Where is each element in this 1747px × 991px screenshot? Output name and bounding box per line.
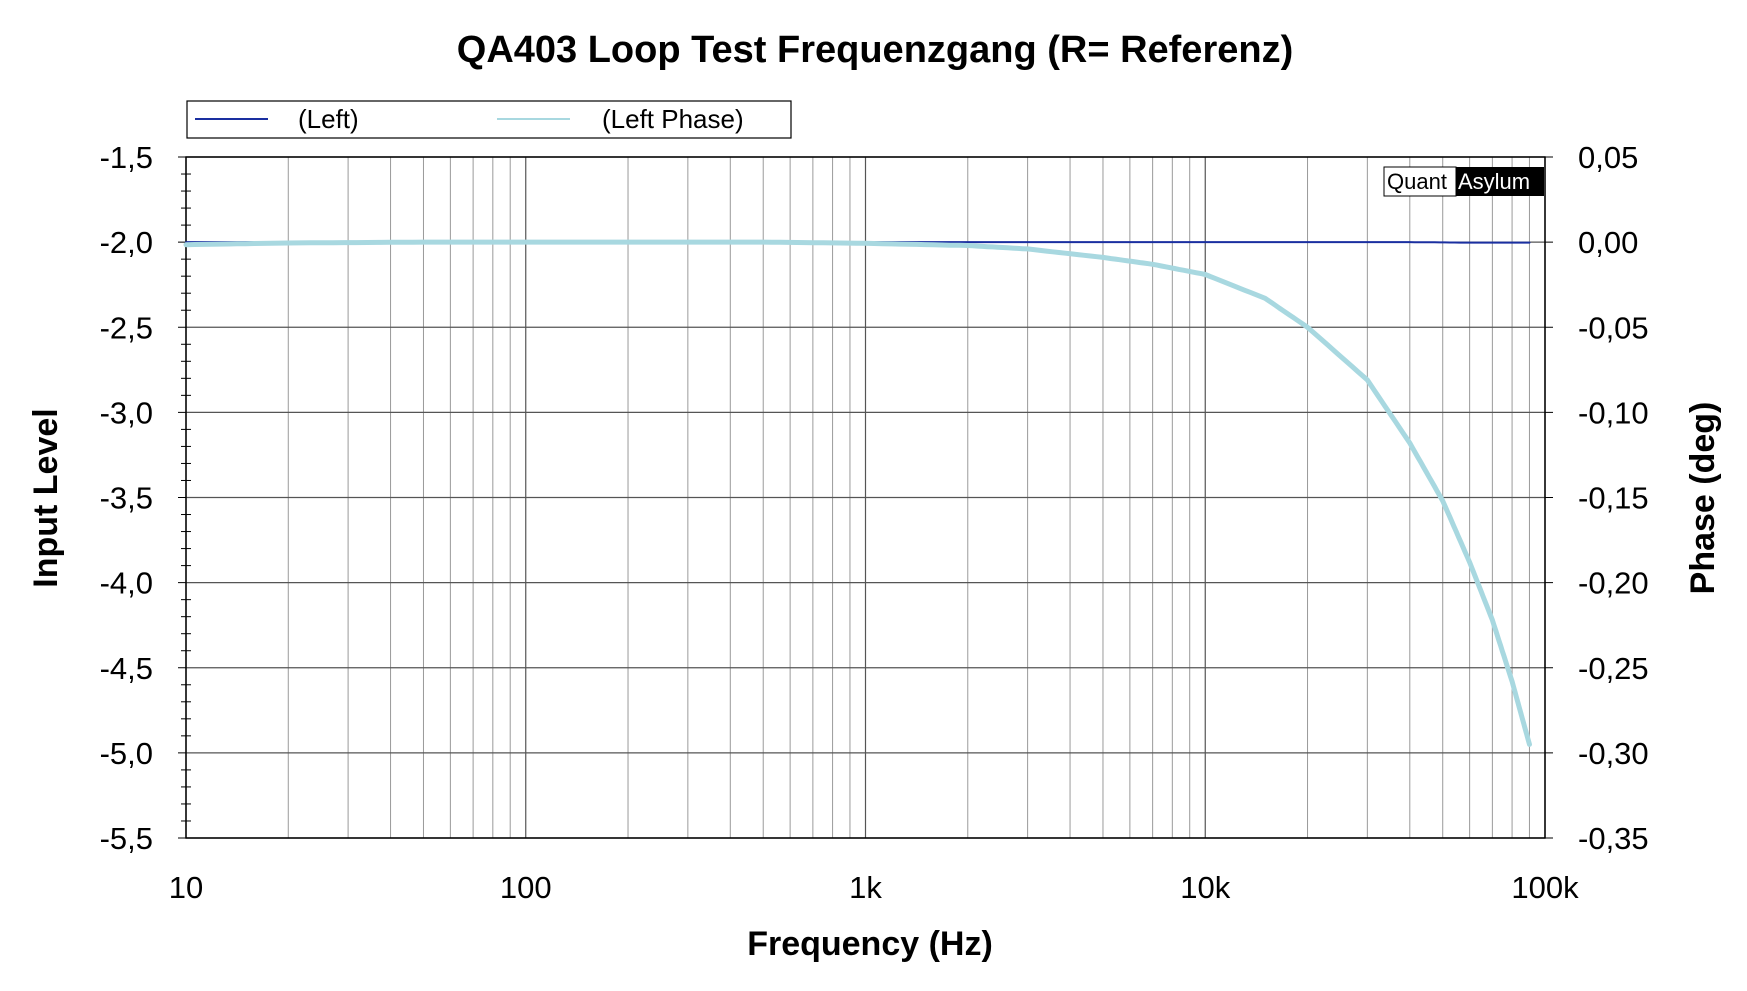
y-tick-label: -5,5 xyxy=(100,821,153,856)
x-tick-label: 100k xyxy=(1511,870,1579,905)
y2-tick-label: -0,20 xyxy=(1578,566,1649,601)
y2-tick-label: -0,10 xyxy=(1578,395,1649,430)
quantasylum-logo: Quant Asylum xyxy=(1383,166,1544,197)
y2-tick-label: 0,05 xyxy=(1578,140,1638,175)
legend-label-left-phase: (Left Phase) xyxy=(602,104,744,134)
x-tick-label: 100 xyxy=(500,870,552,905)
x-tick-label: 10 xyxy=(169,870,203,905)
y2-tick-label: -0,30 xyxy=(1578,736,1649,771)
legend-label-left: (Left) xyxy=(298,104,359,134)
y-tick-label: -5,0 xyxy=(100,736,153,771)
chart-title: QA403 Loop Test Frequenzgang (R= Referen… xyxy=(457,29,1293,71)
logo-left-box xyxy=(1383,166,1457,197)
y2-tick-label: -0,05 xyxy=(1578,310,1649,345)
logo-left-text: Quant xyxy=(1387,169,1447,194)
x-tick-label: 1k xyxy=(849,870,882,905)
series-layer xyxy=(183,239,1532,747)
y2-axis-title: Phase (deg) xyxy=(1684,402,1722,595)
y2-tick-label: -0,15 xyxy=(1578,481,1649,516)
y2-tick-labels: 0,05 0,00 -0,05 -0,10 -0,15 -0,20 -0,25 -0,30 -0… xyxy=(1578,140,1649,856)
y-axis-title: Input Level xyxy=(27,408,65,587)
y2-tick-label: -0,35 xyxy=(1578,821,1649,856)
legend-box xyxy=(186,100,792,139)
plot-frame xyxy=(185,156,1546,839)
x-tick-label: 10k xyxy=(1180,870,1230,905)
y-tick-label: -4,5 xyxy=(100,651,153,686)
y-tick-labels: -1,5 -2,0 -2,5 -3,0 -3,5 -4,0 -4,5 -5,0 -5,5 xyxy=(100,140,153,856)
x-tick-labels: 10 100 1k 10k 100k xyxy=(169,870,1579,905)
series-left-phase-line xyxy=(183,239,1532,747)
y-tick-label: -1,5 xyxy=(100,140,153,175)
y-tick-label: -4,0 xyxy=(100,566,153,601)
y-tick-label: -3,0 xyxy=(100,395,153,430)
y-tick-label: -2,0 xyxy=(100,225,153,260)
logo-right-box xyxy=(1456,167,1544,196)
y2-tick-label: 0,00 xyxy=(1578,225,1638,260)
y-tick-label: -2,5 xyxy=(100,310,153,345)
y-tick-label: -3,5 xyxy=(100,481,153,516)
logo-right-text: Asylum xyxy=(1458,169,1530,194)
x-axis-title: Frequency (Hz) xyxy=(747,925,993,963)
legend: (Left) (Left Phase) xyxy=(186,100,792,139)
y2-tick-label: -0,25 xyxy=(1578,651,1649,686)
